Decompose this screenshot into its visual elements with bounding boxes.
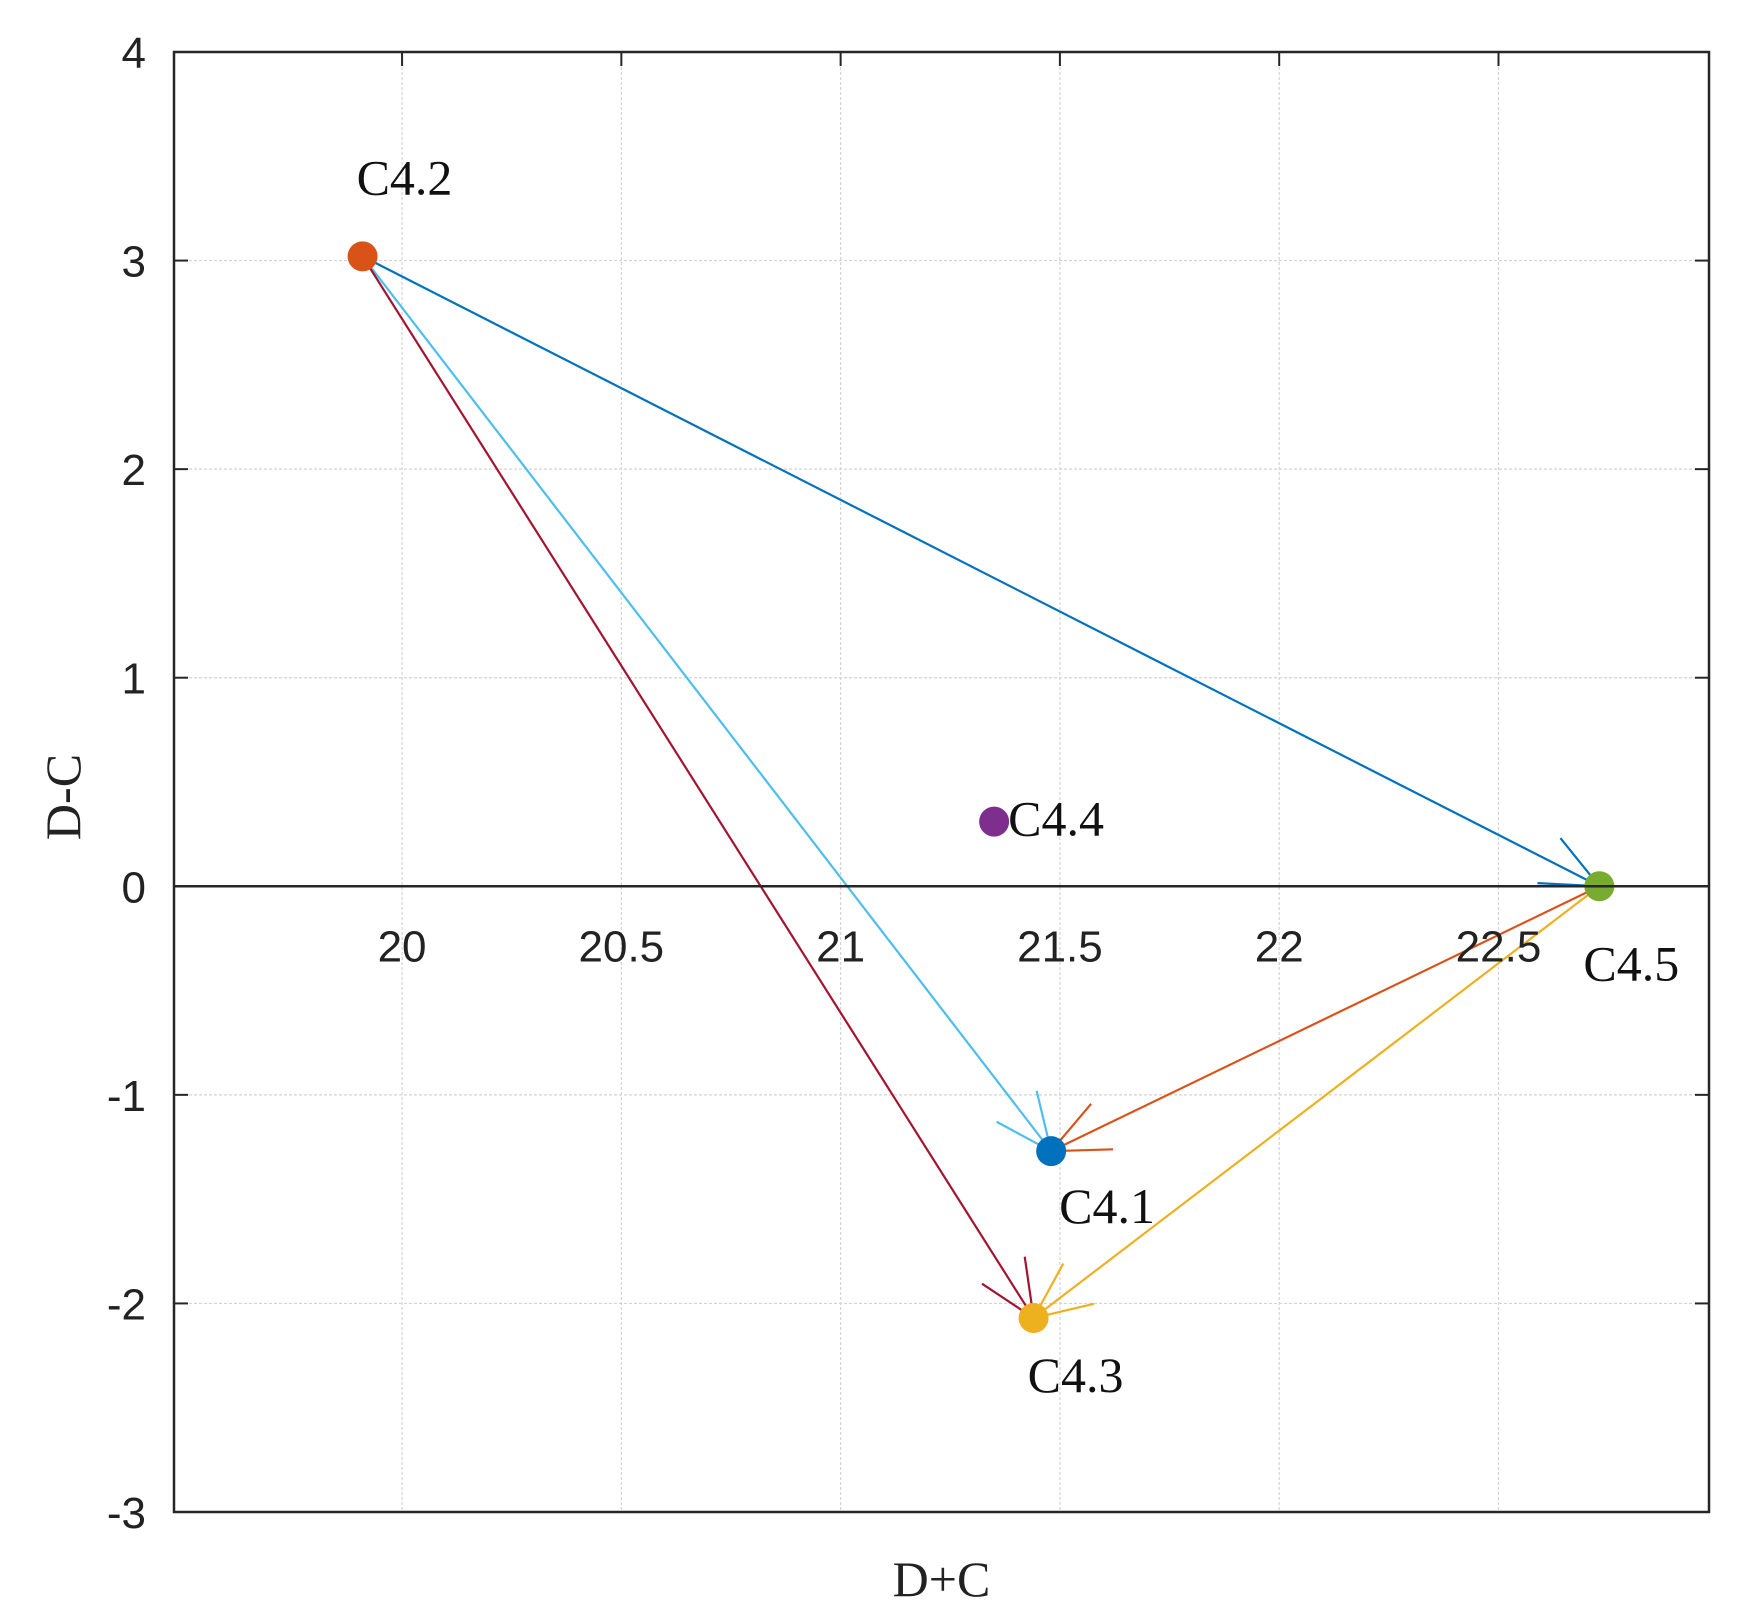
point-label-C4.5: C4.5	[1583, 935, 1679, 991]
point-C4.1	[1036, 1136, 1067, 1167]
point-label-C4.3: C4.3	[1028, 1347, 1124, 1403]
y-tick-label: 0	[122, 863, 146, 912]
y-tick-label: 3	[122, 238, 146, 287]
y-tick-label: 1	[122, 655, 146, 704]
plot-frame	[172, 50, 1711, 1514]
x-tick-label: 21.5	[1017, 922, 1103, 971]
tick-labels: 20 20.5 21 21.5 22 22.5 -3 -2 -1 0 1 2 3 4	[107, 29, 1541, 1538]
point-series	[347, 241, 1615, 1334]
arrow-C4.2-to-C4.3	[361, 255, 1035, 1319]
x-tick-label: 22	[1255, 922, 1304, 971]
arrow-C4.5-to-C4.1	[1050, 885, 1600, 1153]
y-tick-label: 2	[122, 446, 146, 495]
point-label-C4.2: C4.2	[357, 149, 453, 205]
arrow-C4.2-to-C4.1	[361, 255, 1053, 1152]
y-tick-label: 4	[122, 29, 146, 78]
y-tick-label: -1	[107, 1072, 146, 1121]
x-axis-title: D+C	[893, 1551, 991, 1607]
arrow-C4.2-to-C4.5	[362, 255, 1600, 888]
point-label-C4.1: C4.1	[1059, 1178, 1155, 1234]
point-label-C4.4: C4.4	[1008, 791, 1104, 847]
point-C4.3	[1018, 1303, 1049, 1334]
x-tick-label: 21	[816, 922, 865, 971]
arrow-series	[361, 255, 1601, 1320]
x-tick-label: 20	[378, 922, 427, 971]
grid-lines	[174, 52, 1709, 1512]
y-tick-label: -2	[107, 1280, 146, 1329]
arrow-C4.5-to-C4.3	[1032, 885, 1601, 1319]
x-tick-label: 20.5	[579, 922, 665, 971]
y-tick-label: -3	[107, 1489, 146, 1538]
y-axis-title: D-C	[35, 754, 91, 840]
point-C4.2	[347, 241, 378, 272]
point-C4.4	[979, 806, 1010, 837]
axis-ticks	[174, 51, 1709, 1513]
x-tick-label: 22.5	[1456, 922, 1542, 971]
point-labels: C4.1 C4.2 C4.3 C4.4 C4.5	[357, 149, 1680, 1403]
